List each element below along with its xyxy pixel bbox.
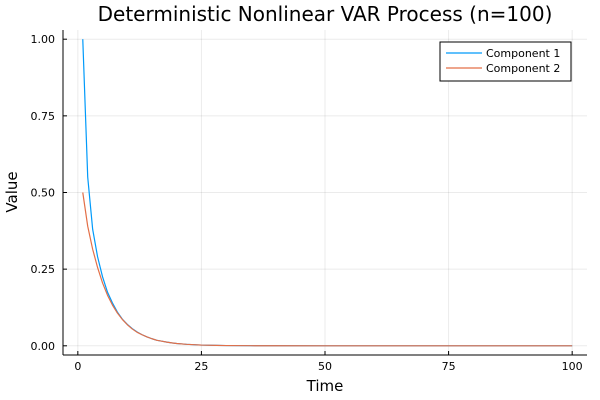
x-tick-label: 25 [194, 360, 208, 373]
legend: Component 1 Component 2 [439, 41, 572, 82]
x-tick-label: 100 [562, 360, 583, 373]
series-layer [82, 39, 573, 347]
legend-label-component-1: Component 1 [486, 47, 560, 60]
x-tick-label: 75 [442, 360, 456, 373]
legend-label-component-2: Component 2 [486, 62, 560, 75]
y-tick-label: 1.00 [31, 33, 56, 46]
x-ticks: 0 25 50 75 100 [74, 351, 583, 373]
y-tick-label: 0.75 [31, 110, 56, 123]
chart-title: Deterministic Nonlinear VAR Process (n=1… [98, 2, 553, 26]
x-axis-label: Time [306, 377, 344, 395]
legend-box [439, 41, 572, 82]
x-tick-label: 50 [318, 360, 332, 373]
series-line-component-2 [82, 192, 573, 347]
y-axis-label: Value [3, 171, 21, 212]
x-tick-label: 0 [74, 360, 81, 373]
y-tick-label: 0.00 [31, 340, 56, 353]
y-ticks: 0.00 0.25 0.50 0.75 1.00 [31, 33, 67, 353]
y-tick-label: 0.50 [31, 187, 56, 200]
y-tick-label: 0.25 [31, 263, 56, 276]
